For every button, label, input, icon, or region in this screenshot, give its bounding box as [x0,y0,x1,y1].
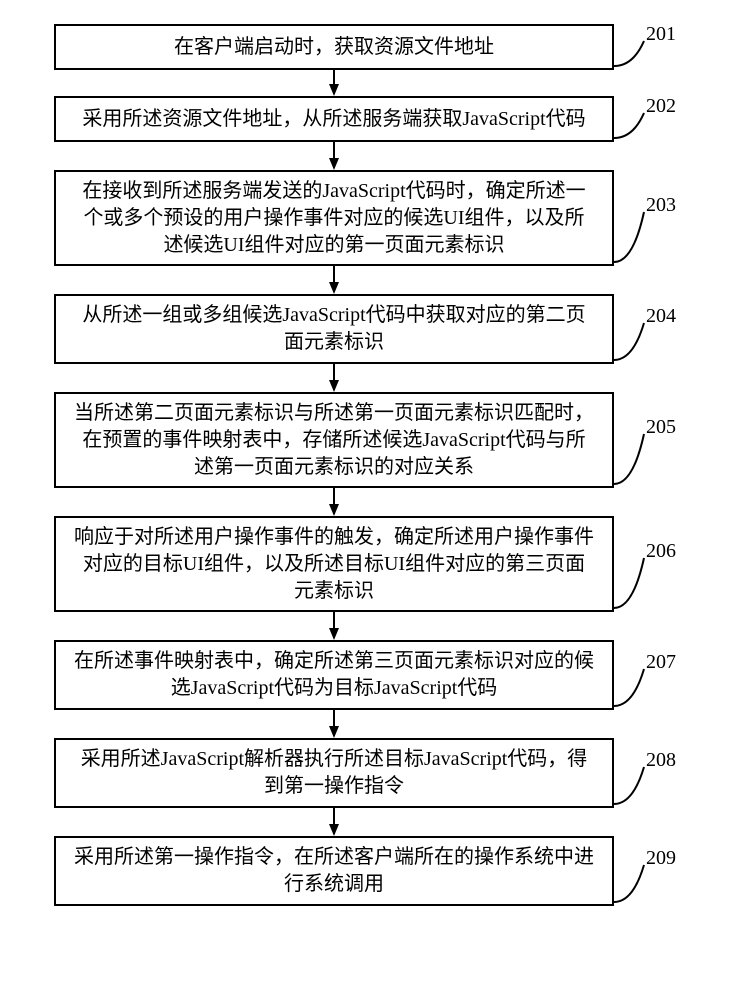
flow-step-207: 在所述事件映射表中，确定所述第三页面元素标识对应的候选JavaScript代码为… [54,640,614,710]
label-connector-208 [614,767,644,804]
step-label-206: 206 [646,540,676,563]
step-label-201: 201 [646,23,676,46]
label-connector-207 [614,669,644,706]
flow-step-208: 采用所述JavaScript解析器执行所述目标JavaScript代码，得到第一… [54,738,614,808]
step-label-207: 207 [646,651,676,674]
label-connector-201 [614,41,644,66]
flow-step-text: 从所述一组或多组候选JavaScript代码中获取对应的第二页面元素标识 [82,302,585,356]
flow-step-text: 在所述事件映射表中，确定所述第三页面元素标识对应的候选JavaScript代码为… [74,648,594,702]
label-connector-202 [614,113,644,138]
label-connector-203 [614,212,644,262]
flow-step-202: 采用所述资源文件地址，从所述服务端获取JavaScript代码 [54,96,614,142]
flow-step-205: 当所述第二页面元素标识与所述第一页面元素标识匹配时，在预置的事件映射表中，存储所… [54,392,614,488]
flow-step-text: 当所述第二页面元素标识与所述第一页面元素标识匹配时，在预置的事件映射表中，存储所… [74,400,594,481]
flow-step-text: 在接收到所述服务端发送的JavaScript代码时，确定所述一个或多个预设的用户… [82,178,585,259]
step-label-209: 209 [646,847,676,870]
step-label-204: 204 [646,305,676,328]
flow-step-201: 在客户端启动时，获取资源文件地址 [54,24,614,70]
flow-step-209: 采用所述第一操作指令，在所述客户端所在的操作系统中进行系统调用 [54,836,614,906]
flow-step-203: 在接收到所述服务端发送的JavaScript代码时，确定所述一个或多个预设的用户… [54,170,614,266]
step-label-203: 203 [646,194,676,217]
flow-step-text: 响应于对所述用户操作事件的触发，确定所述用户操作事件对应的目标UI组件，以及所述… [74,524,594,605]
flow-step-206: 响应于对所述用户操作事件的触发，确定所述用户操作事件对应的目标UI组件，以及所述… [54,516,614,612]
label-connector-205 [614,434,644,484]
flow-step-text: 采用所述JavaScript解析器执行所述目标JavaScript代码，得到第一… [81,746,588,800]
flow-step-text: 在客户端启动时，获取资源文件地址 [174,34,494,61]
flow-step-204: 从所述一组或多组候选JavaScript代码中获取对应的第二页面元素标识 [54,294,614,364]
step-label-205: 205 [646,416,676,439]
flow-step-text: 采用所述第一操作指令，在所述客户端所在的操作系统中进行系统调用 [74,844,594,898]
label-connector-204 [614,323,644,360]
label-connector-206 [614,558,644,608]
flow-step-text: 采用所述资源文件地址，从所述服务端获取JavaScript代码 [82,106,585,133]
step-label-208: 208 [646,749,676,772]
label-connector-209 [614,865,644,902]
step-label-202: 202 [646,95,676,118]
